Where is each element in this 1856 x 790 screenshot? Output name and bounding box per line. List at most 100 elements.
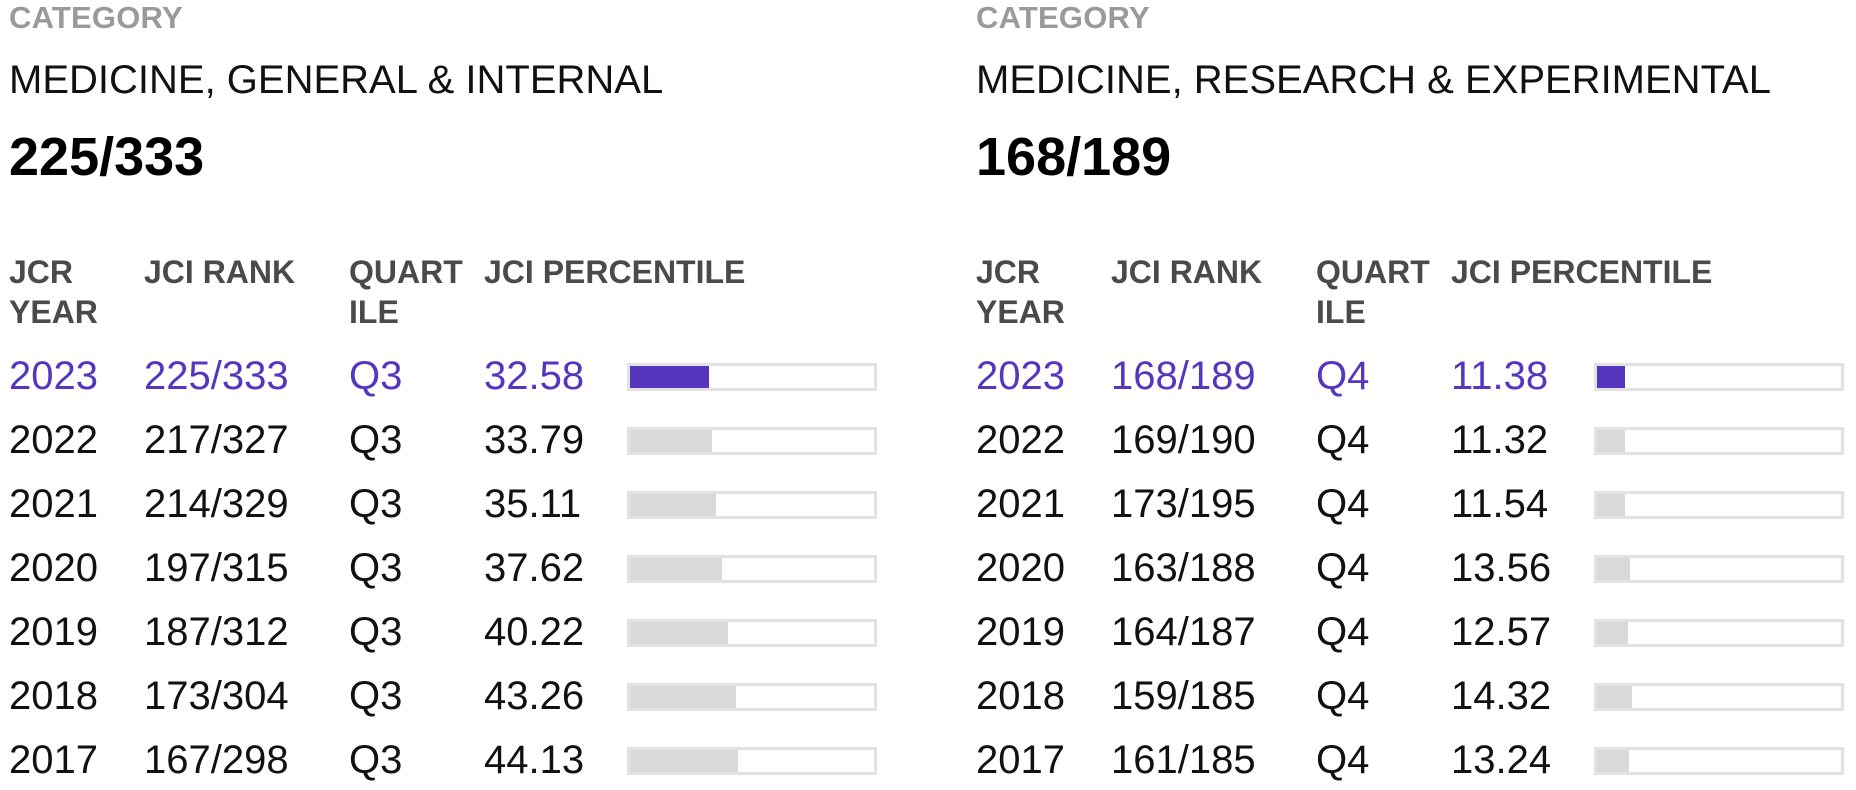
cell-jci-percentile: 13.24 <box>1451 738 1552 782</box>
cell-jci-percentile: 33.79 <box>484 418 585 462</box>
cell-jci-rank: 214/329 <box>144 482 289 526</box>
category-panel-research-experimental: CATEGORY MEDICINE, RESEARCH & EXPERIMENT… <box>976 0 1844 784</box>
percentile-bar-fill <box>630 366 710 388</box>
cell-jcr-year: 2018 <box>976 674 1065 718</box>
cell-jci-percentile: 11.32 <box>1451 418 1549 462</box>
cell-quartile: Q4 <box>1316 610 1370 654</box>
cell-jcr-year: 2023 <box>976 354 1065 398</box>
header-jci-rank: JCI RANK <box>144 254 296 290</box>
cell-jci-percentile: 32.58 <box>484 354 585 398</box>
table-row-current: 2023 225/333 Q3 32.58 <box>9 346 877 406</box>
cell-jcr-year: 2017 <box>9 738 98 782</box>
table-row: 2017 167/298 Q3 44.13 <box>9 730 877 790</box>
percentile-bar-fill <box>1597 558 1631 580</box>
table-row: 2021 214/329 Q3 35.11 <box>9 474 877 534</box>
cell-quartile: Q4 <box>1316 418 1370 462</box>
percentile-bar <box>627 683 877 711</box>
percentile-bar-fill <box>630 494 716 516</box>
percentile-bar <box>1594 363 1844 391</box>
header-jci-rank: JCI RANK <box>1111 254 1263 290</box>
cell-jcr-year: 2023 <box>9 354 98 398</box>
cell-jcr-year: 2021 <box>976 482 1065 526</box>
table-row: 2020 197/315 Q3 37.62 <box>9 538 877 598</box>
cell-jci-percentile: 12.57 <box>1451 610 1552 654</box>
percentile-bar-fill <box>630 750 738 772</box>
cell-jci-rank: 159/185 <box>1111 674 1256 718</box>
cell-jcr-year: 2020 <box>976 546 1065 590</box>
cell-quartile: Q3 <box>349 674 403 718</box>
cell-quartile: Q3 <box>349 482 403 526</box>
percentile-bar <box>627 555 877 583</box>
cell-jci-percentile: 13.56 <box>1451 546 1552 590</box>
cell-jci-percentile: 37.62 <box>484 546 585 590</box>
cell-jci-percentile: 14.32 <box>1451 674 1552 718</box>
category-panel-general-internal: CATEGORY MEDICINE, GENERAL & INTERNAL 22… <box>9 0 877 784</box>
cell-jcr-year: 2018 <box>9 674 98 718</box>
cell-jci-rank: 164/187 <box>1111 610 1256 654</box>
cell-jci-percentile: 43.26 <box>484 674 585 718</box>
cell-jci-rank: 173/195 <box>1111 482 1256 526</box>
cell-jci-rank: 217/327 <box>144 418 289 462</box>
cell-jci-rank: 225/333 <box>144 354 289 398</box>
cell-jcr-year: 2017 <box>976 738 1065 782</box>
cell-jci-rank: 197/315 <box>144 546 289 590</box>
cell-jci-rank: 167/298 <box>144 738 289 782</box>
header-jcr-year: JCR YEAR <box>976 254 1065 330</box>
table-row: 2018 159/185 Q4 14.32 <box>976 666 1844 726</box>
category-rank: 225/333 <box>9 127 205 187</box>
table-row: 2019 187/312 Q3 40.22 <box>9 602 877 662</box>
table-row: 2022 217/327 Q3 33.79 <box>9 410 877 470</box>
category-label: CATEGORY <box>976 0 1150 35</box>
percentile-bar-fill <box>1597 494 1626 516</box>
cell-jci-rank: 187/312 <box>144 610 289 654</box>
cell-quartile: Q4 <box>1316 738 1370 782</box>
header-quartile: QUART ILE <box>1316 254 1430 330</box>
percentile-bar <box>1594 747 1844 775</box>
category-name: MEDICINE, RESEARCH & EXPERIMENTAL <box>976 58 1771 102</box>
percentile-bar-fill <box>630 686 736 708</box>
percentile-bar-fill <box>1597 622 1628 644</box>
cell-quartile: Q4 <box>1316 546 1370 590</box>
cell-jcr-year: 2019 <box>9 610 98 654</box>
percentile-bar <box>627 619 877 647</box>
category-rank: 168/189 <box>976 127 1172 187</box>
percentile-bar-fill <box>1597 366 1625 388</box>
percentile-bar-fill <box>630 622 729 644</box>
table-row: 2020 163/188 Q4 13.56 <box>976 538 1844 598</box>
cell-quartile: Q3 <box>349 418 403 462</box>
cell-quartile: Q4 <box>1316 354 1370 398</box>
table-row: 2019 164/187 Q4 12.57 <box>976 602 1844 662</box>
percentile-bar <box>1594 491 1844 519</box>
cell-jci-rank: 161/185 <box>1111 738 1256 782</box>
percentile-bar-fill <box>1597 750 1630 772</box>
percentile-bar-fill <box>630 558 722 580</box>
percentile-bar <box>1594 619 1844 647</box>
percentile-bar <box>627 363 877 391</box>
table-row-current: 2023 168/189 Q4 11.38 <box>976 346 1844 406</box>
cell-quartile: Q3 <box>349 610 403 654</box>
cell-jci-percentile: 11.54 <box>1451 482 1549 526</box>
cell-quartile: Q4 <box>1316 674 1370 718</box>
header-jci-percentile: JCI PERCENTILE <box>484 254 746 290</box>
table-row: 2021 173/195 Q4 11.54 <box>976 474 1844 534</box>
cell-quartile: Q4 <box>1316 482 1370 526</box>
percentile-bar-fill <box>1597 686 1632 708</box>
percentile-bar <box>1594 683 1844 711</box>
header-quartile: QUART ILE <box>349 254 463 330</box>
cell-jci-rank: 168/189 <box>1111 354 1256 398</box>
cell-quartile: Q3 <box>349 738 403 782</box>
cell-quartile: Q3 <box>349 546 403 590</box>
cell-jci-rank: 169/190 <box>1111 418 1256 462</box>
category-label: CATEGORY <box>9 0 183 35</box>
cell-jci-rank: 163/188 <box>1111 546 1256 590</box>
cell-jci-percentile: 11.38 <box>1451 354 1549 398</box>
cell-jci-percentile: 40.22 <box>484 610 585 654</box>
percentile-bar <box>627 747 877 775</box>
cell-jci-rank: 173/304 <box>144 674 289 718</box>
table-row: 2018 173/304 Q3 43.26 <box>9 666 877 726</box>
cell-jci-percentile: 44.13 <box>484 738 585 782</box>
cell-quartile: Q3 <box>349 354 403 398</box>
cell-jcr-year: 2019 <box>976 610 1065 654</box>
cell-jcr-year: 2021 <box>9 482 98 526</box>
percentile-bar <box>627 491 877 519</box>
